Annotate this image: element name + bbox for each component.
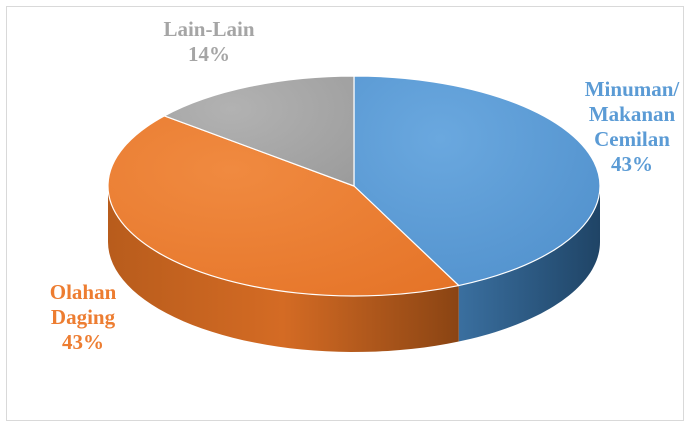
data-label-line: Lain-Lain <box>163 17 254 41</box>
data-label-2: Lain-Lain 14% <box>163 17 254 66</box>
pie-slice-0 <box>353 75 601 287</box>
data-label-1: Olahan Daging 43% <box>50 280 117 354</box>
data-label-line: 43% <box>62 330 104 354</box>
data-label-line: Cemilan <box>594 127 670 151</box>
data-label-line: Daging <box>51 305 116 329</box>
pie-slice-2 <box>163 75 355 187</box>
data-label-line: Olahan <box>50 280 117 304</box>
data-label-line: 14% <box>188 42 230 66</box>
pie-slice-1 <box>107 115 460 297</box>
data-label-0: Minuman/Makanan Cemilan 43% <box>585 77 681 176</box>
pie-side-1 <box>108 186 459 352</box>
data-label-line: Minuman/ <box>585 77 681 101</box>
data-label-line: Makanan <box>589 102 676 126</box>
data-label-line: 43% <box>611 152 653 176</box>
